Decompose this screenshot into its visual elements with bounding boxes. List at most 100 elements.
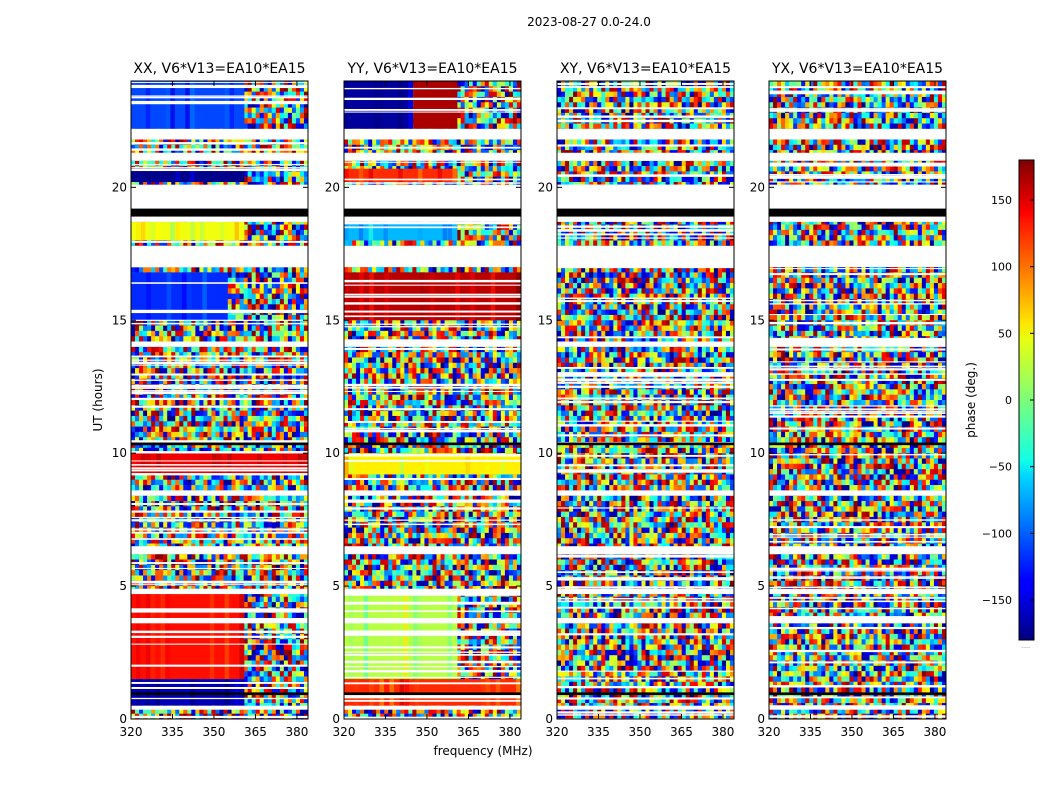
phase-cell: [231, 400, 236, 406]
phase-cell: [231, 346, 236, 353]
phase-cell: [171, 570, 176, 576]
phase-cell: [287, 336, 293, 342]
phase-cell: [291, 426, 297, 433]
phase-cell: [227, 336, 232, 342]
phase-cell: [191, 479, 196, 486]
phase-cell: [291, 532, 297, 539]
phase-cell: [139, 431, 144, 438]
phase-cell: [275, 107, 281, 114]
phase-cell: [275, 102, 281, 108]
phase-cell: [203, 160, 208, 167]
phase-cell: [295, 176, 301, 183]
phase-cell: [155, 415, 160, 422]
phase-cell: [191, 532, 196, 539]
phase-cell: [163, 346, 168, 353]
phase-cell: [291, 293, 297, 300]
phase-cell: [299, 283, 305, 289]
phase-cell: [287, 532, 293, 539]
phase-cell: [243, 485, 248, 491]
phase-cell: [207, 575, 212, 582]
phase-cell: [175, 415, 180, 422]
phase-cell: [263, 118, 269, 124]
phase-cell: [251, 96, 256, 103]
phase-cell: [187, 495, 192, 502]
phase-cell: [203, 431, 208, 438]
phase-cell: [275, 123, 281, 130]
phase-cell: [235, 267, 240, 273]
phase-cell: [227, 288, 232, 294]
phase-cell: [287, 144, 293, 151]
phase-cell: [299, 171, 305, 177]
phase-cell: [143, 240, 148, 247]
phase-cell: [151, 431, 156, 438]
phase-cell: [259, 325, 265, 332]
phase-cell: [255, 235, 261, 241]
phase-cell: [215, 267, 220, 273]
phase-cell: [219, 400, 224, 406]
phase-cell: [283, 564, 289, 571]
phase-cell: [251, 368, 256, 374]
phase-cell: [139, 564, 144, 571]
phase-cell: [183, 421, 188, 427]
phase-cell: [247, 176, 252, 183]
phase-cell: [299, 235, 305, 241]
phase-cell: [255, 171, 261, 177]
phase-cell: [295, 596, 301, 603]
phase-cell: [295, 123, 301, 130]
phase-cell: [267, 235, 273, 241]
phase-cell: [155, 479, 160, 486]
phase-cell: [247, 224, 252, 231]
phase-cell: [263, 649, 269, 656]
phase-cell: [175, 144, 180, 151]
phase-cell: [207, 336, 212, 342]
phase-cell: [291, 495, 297, 502]
phase-cell: [243, 570, 248, 576]
phase-cell: [223, 570, 228, 576]
phase-cell: [243, 171, 248, 177]
phase-cell: [287, 415, 293, 422]
phase-cell: [243, 368, 248, 374]
phase-cell: [263, 554, 269, 560]
phase-cell: [247, 91, 252, 98]
phase-cell: [299, 485, 305, 491]
phase-cell: [187, 426, 192, 433]
phase-cell: [283, 495, 289, 502]
phase-cell: [299, 612, 305, 619]
phase-cell: [223, 426, 228, 433]
phase-cell: [279, 336, 285, 342]
phase-cell: [207, 330, 212, 337]
phase-cell: [231, 431, 236, 438]
phase-cell: [279, 298, 285, 305]
phase-cell: [263, 330, 269, 337]
phase-cell: [131, 346, 136, 353]
phase-cell: [143, 368, 148, 374]
phase-cell: [275, 267, 281, 273]
phase-cell: [275, 96, 281, 103]
phase-cell: [199, 431, 204, 438]
phase-cell: [239, 304, 244, 310]
phase-cell: [247, 283, 252, 289]
phase-cell: [191, 554, 196, 560]
phase-cell: [131, 485, 136, 491]
phase-cell: [171, 160, 176, 167]
phase-cell: [187, 346, 192, 353]
phase-cell: [291, 336, 297, 342]
phase-cell: [179, 421, 184, 427]
phase-cell: [267, 229, 273, 236]
phase-cell: [147, 421, 152, 427]
phase-cell: [151, 336, 156, 342]
phase-cell: [263, 304, 269, 310]
phase-cell: [227, 298, 232, 305]
phase-cell: [151, 479, 156, 486]
phase-cell: [187, 421, 192, 427]
phase-cell: [135, 368, 140, 374]
phase-cell: [179, 426, 184, 433]
phase-cell: [287, 325, 293, 332]
phase-cell: [279, 283, 285, 289]
phase-cell: [207, 554, 212, 560]
phase-cell: [287, 171, 293, 177]
phase-cell: [291, 112, 297, 119]
phase-cell: [167, 336, 172, 342]
phase-cell: [255, 288, 261, 294]
